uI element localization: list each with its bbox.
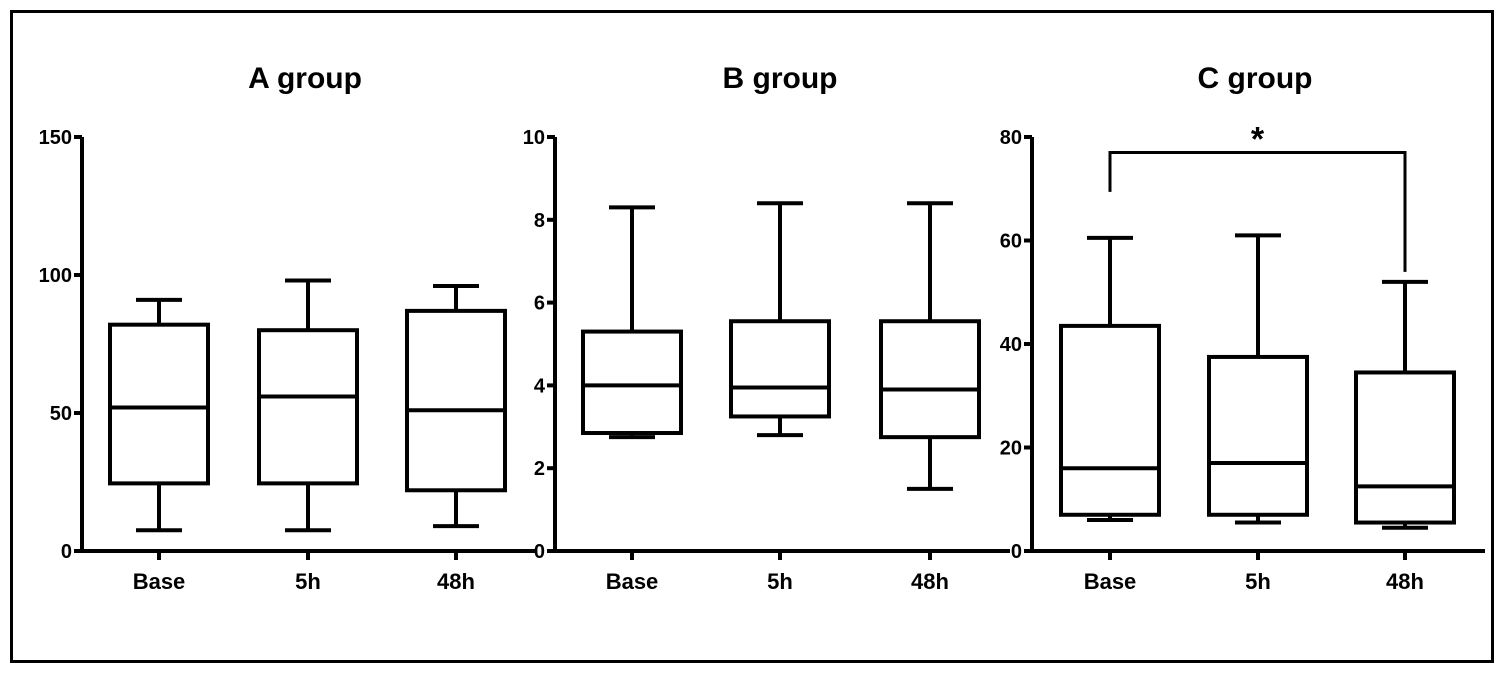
panel-b-boxes bbox=[547, 135, 1010, 560]
x-category-label: 48h bbox=[911, 569, 949, 594]
iqr-box bbox=[879, 319, 981, 440]
iqr-box bbox=[257, 328, 359, 486]
panel-a-y-ticks: 0 50 100 150 bbox=[39, 127, 72, 563]
x-category-label: 5h bbox=[767, 569, 793, 594]
box-plot-5h bbox=[257, 278, 359, 533]
x-category-label: 5h bbox=[1245, 569, 1271, 594]
panel-a-title: A group bbox=[248, 62, 362, 95]
iqr-box bbox=[108, 322, 210, 486]
panel-c-x-labels: Base 5h 48h bbox=[1084, 569, 1424, 594]
iqr-box bbox=[1059, 323, 1161, 517]
panel-c-title: C group bbox=[1198, 62, 1313, 95]
y-tick-label: 6 bbox=[534, 293, 545, 315]
y-tick-label: 50 bbox=[50, 403, 72, 425]
box-plot-48h bbox=[405, 284, 507, 529]
box-plot-base bbox=[1059, 235, 1161, 522]
box-plot-48h bbox=[879, 201, 981, 491]
x-category-label: Base bbox=[606, 569, 659, 594]
y-tick-label: 60 bbox=[1000, 231, 1022, 253]
panel-a-x-labels: Base 5h 48h bbox=[133, 569, 475, 594]
y-tick-label: 10 bbox=[523, 127, 545, 149]
box-plot-5h bbox=[1207, 233, 1309, 525]
panel-a: A group 0 50 100 150 Base 5h 48h bbox=[39, 62, 536, 594]
panel-c: C group 0 20 40 60 80 Base 5h 48h * bbox=[1000, 62, 1485, 594]
x-category-label: Base bbox=[133, 569, 186, 594]
y-tick-label: 8 bbox=[534, 210, 545, 232]
x-category-label: Base bbox=[1084, 569, 1137, 594]
y-tick-label: 20 bbox=[1000, 438, 1022, 460]
box-plot-5h bbox=[729, 201, 831, 438]
panel-a-boxes bbox=[74, 135, 536, 560]
y-tick-label: 150 bbox=[39, 127, 72, 149]
panel-c-boxes bbox=[1024, 135, 1485, 560]
y-tick-label: 0 bbox=[61, 541, 72, 563]
y-tick-label: 40 bbox=[1000, 334, 1022, 356]
y-tick-label: 2 bbox=[534, 458, 545, 480]
box-plot-48h bbox=[1354, 279, 1456, 530]
panel-b: B group 0 2 4 6 8 10 Base 5h 48h bbox=[523, 62, 1010, 594]
panel-c-y-ticks: 0 20 40 60 80 bbox=[1000, 127, 1022, 563]
iqr-box bbox=[405, 308, 507, 493]
box-plot-base bbox=[581, 205, 683, 440]
y-tick-label: 80 bbox=[1000, 127, 1022, 149]
iqr-box bbox=[581, 329, 683, 436]
iqr-box bbox=[1207, 354, 1309, 517]
iqr-box bbox=[729, 319, 831, 419]
significance-marker: * bbox=[1251, 121, 1265, 159]
y-tick-label: 100 bbox=[39, 265, 72, 287]
x-category-label: 5h bbox=[295, 569, 321, 594]
significance-bracket bbox=[1108, 151, 1407, 272]
box-plot-base bbox=[108, 297, 210, 533]
x-category-label: 48h bbox=[1386, 569, 1424, 594]
panel-b-y-ticks: 0 2 4 6 8 10 bbox=[523, 127, 546, 563]
panel-b-x-labels: Base 5h 48h bbox=[606, 569, 949, 594]
y-tick-label: 4 bbox=[534, 375, 546, 397]
iqr-box bbox=[1354, 370, 1456, 525]
panel-b-title: B group bbox=[723, 62, 838, 95]
y-tick-label: 0 bbox=[534, 541, 545, 563]
y-tick-label: 0 bbox=[1011, 541, 1022, 563]
x-category-label: 48h bbox=[437, 569, 475, 594]
